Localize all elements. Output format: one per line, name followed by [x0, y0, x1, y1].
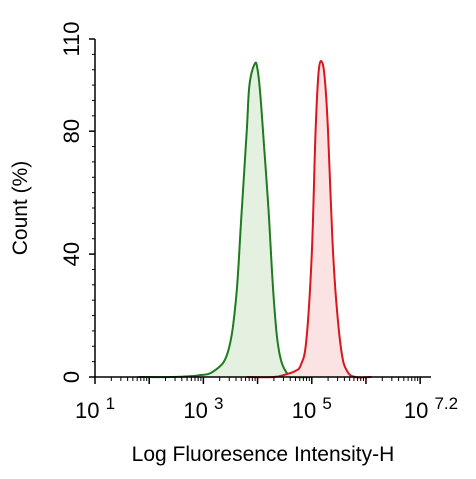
y-tick-label: 40 [59, 242, 84, 266]
series-1-area [138, 62, 312, 378]
x-tick-label: 10 5 [292, 394, 332, 423]
ticks-layer: 0 40 80 110 10 1 10 3 10 5 10 7.2 [59, 21, 458, 423]
x-tick-label: 10 1 [75, 394, 115, 423]
series-1-line [138, 61, 312, 379]
x-tick-label: 10 3 [183, 394, 223, 423]
y-axis-title: Count (%) [9, 161, 32, 256]
x-tick-label: 10 7.2 [404, 394, 458, 423]
y-tick-label: 0 [59, 371, 84, 383]
series-layer [138, 60, 372, 379]
series-2-line [246, 60, 372, 379]
x-axis-title: Log Fluoresence Intensity-H [132, 443, 395, 466]
y-tick-label: 80 [59, 119, 84, 143]
y-tick-label: 110 [59, 21, 84, 56]
